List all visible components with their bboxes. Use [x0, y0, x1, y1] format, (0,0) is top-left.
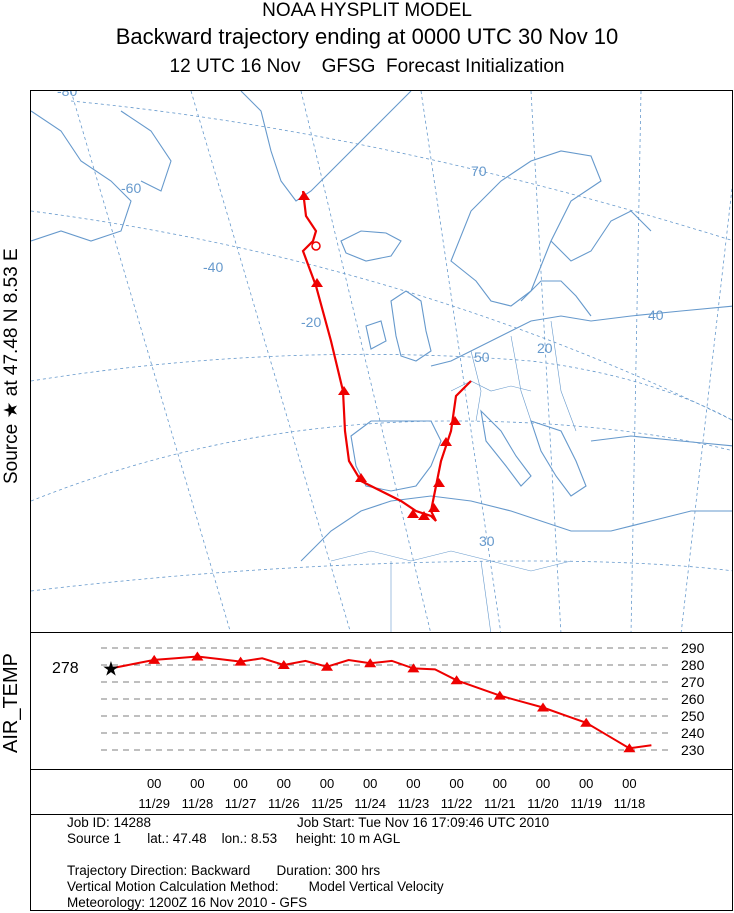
- air-temp-marker: [234, 656, 247, 666]
- graticule-labels: -80 -60 -40 -20 70 50 20 40 30: [57, 91, 664, 549]
- lat-label: 50: [474, 349, 490, 365]
- lat-label: 70: [471, 163, 487, 179]
- lon-label: -60: [121, 180, 141, 196]
- country-borders: [330, 320, 577, 632]
- date-tick-label: 11/20: [527, 796, 559, 811]
- air-temp-marker: [493, 690, 506, 700]
- hour-tick-label: 00: [363, 776, 377, 791]
- job-id: Job ID: 14288: [67, 815, 152, 830]
- y-tick-label: 290: [681, 640, 705, 656]
- date-tick-label: 11/24: [354, 796, 386, 811]
- y-tick-label: 280: [681, 657, 705, 673]
- date-tick-label: 11/28: [182, 796, 214, 811]
- lon-label: 20: [537, 340, 553, 356]
- hour-tick-label: 00: [277, 776, 291, 791]
- date-tick-label: 11/29: [138, 796, 170, 811]
- y-tick-label: 260: [681, 691, 705, 707]
- map-canvas: -80 -60 -40 -20 70 50 20 40 30: [31, 91, 732, 632]
- date-tick-label: 11/27: [225, 796, 257, 811]
- lat-label: 30: [479, 533, 495, 549]
- lon-label: -80: [57, 91, 77, 99]
- page-title: NOAA HYSPLIT MODEL: [262, 0, 472, 21]
- date-tick-label: 11/19: [570, 796, 602, 811]
- air-temp-marker: [191, 651, 204, 661]
- coastlines: [31, 91, 732, 562]
- air-temp-marker: [450, 675, 463, 685]
- air-temp-marker: [623, 743, 636, 753]
- hour-tick-label: 00: [493, 776, 507, 791]
- date-tick-label: 11/23: [398, 796, 430, 811]
- lon-label: -20: [301, 314, 321, 330]
- air-temp-marker: [580, 717, 593, 727]
- y-tick-label: 270: [681, 674, 705, 690]
- hour-tick-label: 00: [579, 776, 593, 791]
- meteorology: Meteorology: 1200Z 16 Nov 2010 - GFS: [67, 895, 308, 910]
- hour-tick-label: 00: [233, 776, 247, 791]
- job-start: Job Start: Tue Nov 16 17:09:46 UTC 2010: [297, 815, 550, 830]
- vertical-motion-method: Vertical Motion Calculation Method: Mode…: [67, 879, 444, 894]
- hour-tick-label: 00: [320, 776, 334, 791]
- air-temp-marker: [277, 660, 290, 669]
- hour-tick-label: 00: [536, 776, 550, 791]
- y-tick-label: 250: [681, 708, 705, 724]
- start-value-label: 278: [52, 660, 79, 677]
- trajectory-path: [301, 190, 472, 522]
- trajectory-map: -80 -60 -40 -20 70 50 20 40 30: [30, 90, 733, 633]
- hour-tick-label: 00: [449, 776, 463, 791]
- air-temp-marker: [148, 654, 161, 664]
- lon-label: 40: [648, 307, 664, 323]
- job-info-panel: Job ID: 14288 Job Start: Tue Nov 16 17:0…: [30, 814, 733, 911]
- air-temp-line: [110, 655, 652, 750]
- source-details: Source 1 lat.: 47.48 lon.: 8.53 height: …: [67, 831, 401, 846]
- source-star-icon: ★: [102, 658, 120, 680]
- hour-tick-label: 00: [406, 776, 420, 791]
- time-axis: 00 11/29 00 11/28 00 11/27 00 11/26 00 11/25 00 11/…: [30, 769, 733, 815]
- date-tick-label: 11/21: [484, 796, 516, 811]
- air-temp-marker: [321, 661, 333, 671]
- date-tick-label: 11/18: [614, 796, 646, 811]
- air-temp-chart: 290 280 270 260 250 240 230 ★: [30, 632, 733, 770]
- initialization-line: 12 UTC 16 Nov GFSG Forecast Initializati…: [169, 56, 565, 77]
- time-axis-svg: 00 11/29 00 11/28 00 11/27 00 11/26 00 11/25 00 11/…: [138, 776, 646, 811]
- trajectory-markers: [298, 191, 461, 520]
- y-tick-label: 240: [681, 725, 705, 741]
- trajectory-subtitle: Backward trajectory ending at 0000 UTC 3…: [115, 24, 619, 49]
- air-temp-axis-label: AIR_TEMP: [0, 652, 22, 753]
- trajectory-circle-marker: [311, 241, 321, 251]
- hour-tick-label: 00: [147, 776, 161, 791]
- y-tick-label: 230: [681, 742, 705, 758]
- lon-label: -40: [203, 259, 223, 275]
- date-tick-label: 11/26: [268, 796, 300, 811]
- air-temp-marker: [364, 658, 377, 668]
- date-tick-label: 11/22: [441, 796, 473, 811]
- air-temp-marker: [407, 663, 420, 673]
- source-location-label: Source ★ at 47.48 N 8.53 E: [1, 248, 22, 484]
- hour-tick-label: 00: [190, 776, 204, 791]
- date-tick-label: 11/25: [311, 796, 343, 811]
- trajectory-direction: Trajectory Direction: Backward Duration:…: [67, 863, 381, 878]
- air-temp-marker: [537, 702, 549, 712]
- graticule: [31, 91, 732, 632]
- hour-tick-label: 00: [622, 776, 636, 791]
- trajectory: [298, 190, 472, 522]
